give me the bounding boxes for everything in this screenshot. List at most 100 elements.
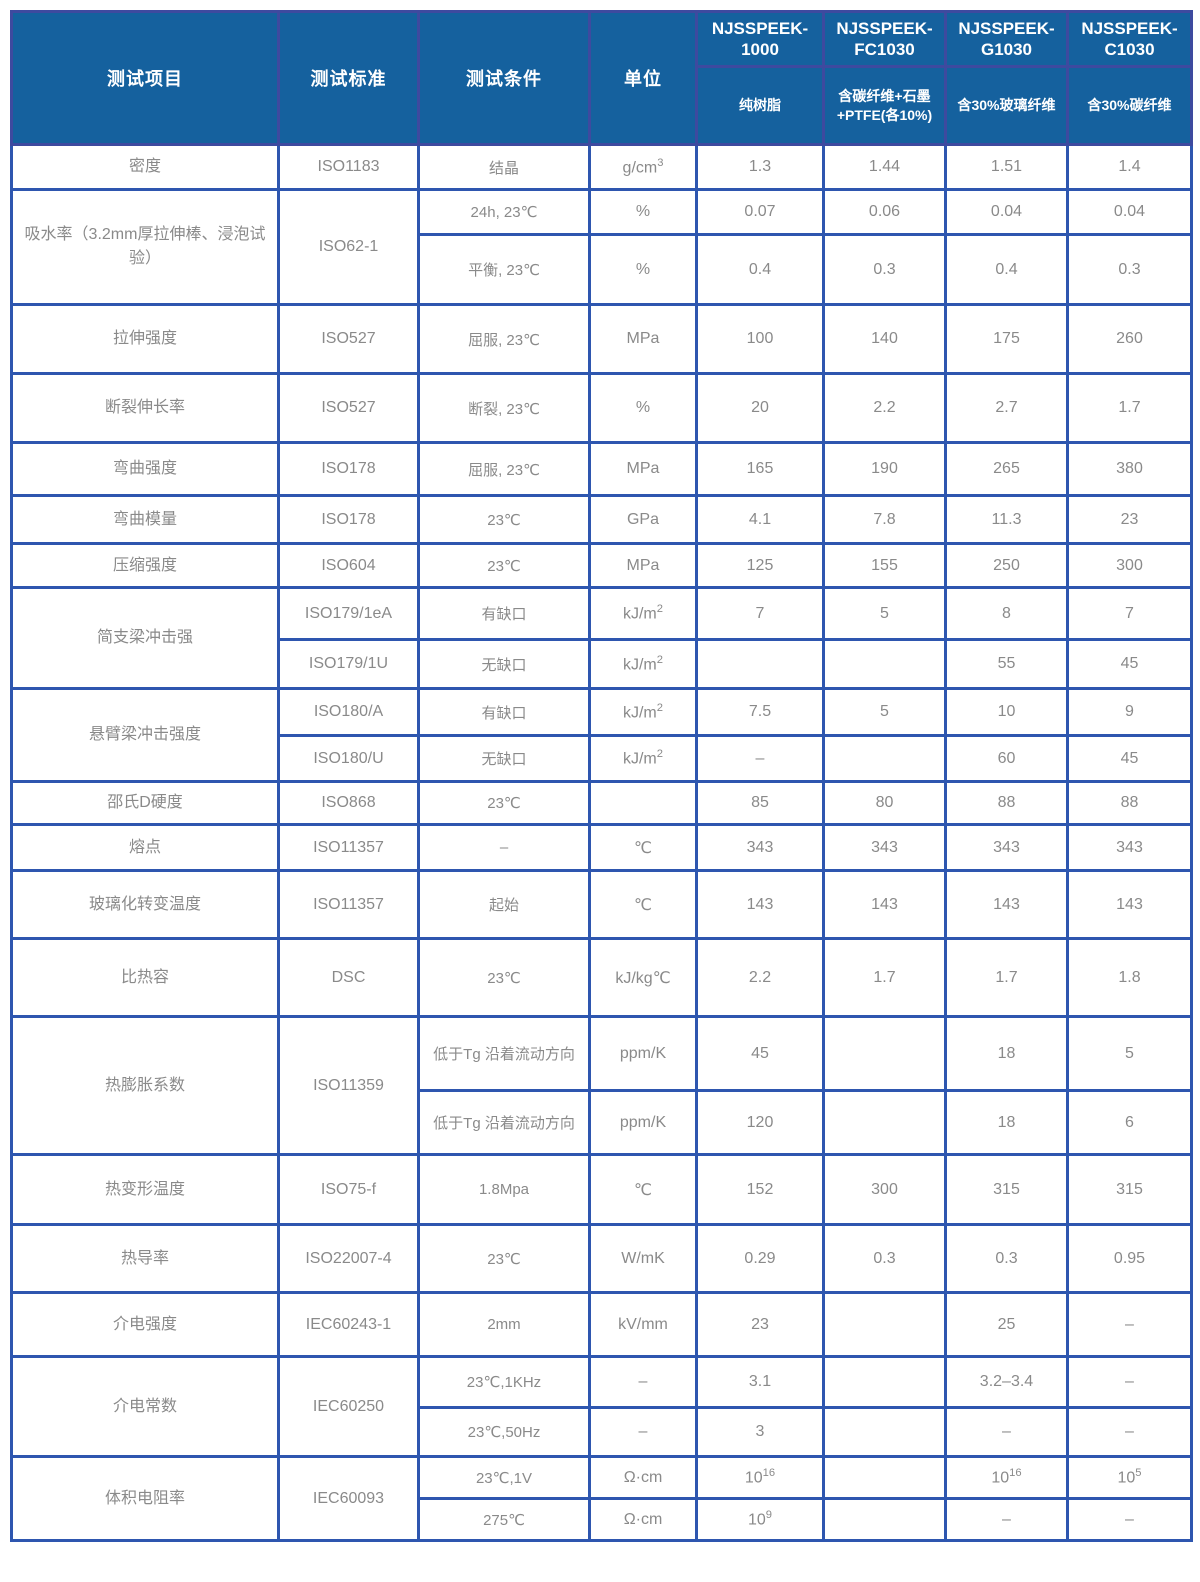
table-row: 吸水率（3.2mm厚拉伸棒、浸泡试验） ISO62-1 24h, 23℃ % 0… [10,188,1193,306]
value-cell: 3.2–3.4 [944,1355,1069,1409]
value-cell: 88 [1066,780,1193,826]
value-cell: 0.07 [695,188,825,236]
value-cell [822,734,947,783]
value-cell: – [695,734,825,783]
table-row: 275℃ Ω·cm 109 – – [12,1497,1193,1542]
condition-cell: 23℃ [417,542,591,589]
value-cell: 5 [822,586,947,641]
value-cell: 343 [1066,823,1193,872]
condition-cell: 屈服, 23℃ [417,303,591,375]
value-cell: 140 [822,303,947,375]
value-cell: 0.06 [822,188,947,236]
value-cell: 105 [1066,1455,1193,1500]
row-label: 吸水率（3.2mm厚拉伸棒、浸泡试验） [10,188,280,306]
row-label: 热导率 [10,1223,280,1294]
value-cell: 155 [822,542,947,589]
standard-cell: ISO11357 [277,823,420,872]
value-cell: 120 [695,1089,825,1156]
value-cell: 7.8 [822,494,947,545]
value-cell: 0.3 [944,1223,1069,1294]
value-cell: 0.3 [1066,233,1193,306]
row-label: 介电常数 [10,1355,280,1458]
standard-cell: ISO178 [277,441,420,497]
unit-cell: GPa [588,494,698,545]
unit-cell: kV/mm [588,1291,698,1358]
standard-cell: IEC60093 [277,1455,420,1542]
value-cell: 3 [695,1406,825,1458]
condition-cell: 1.8Mpa [417,1153,591,1226]
table-row: 体积电阻率 IEC60093 23℃,1V Ω·cm 1016 1016 105 [10,1455,1193,1542]
value-cell [822,1406,947,1458]
row-label: 热变形温度 [10,1153,280,1226]
row-label: 比热容 [10,937,280,1018]
value-cell: 60 [944,734,1069,783]
table-row: 简支梁冲击强 ISO179/1eA 有缺口 kJ/m2 7 5 8 7 [10,586,1193,690]
value-cell: 1.51 [944,143,1069,191]
unit-cell: ℃ [588,823,698,872]
value-cell: 45 [695,1015,825,1092]
standard-cell: ISO1183 [277,143,420,191]
standard-cell: IEC60250 [277,1355,420,1458]
condition-cell: 24h, 23℃ [417,188,591,236]
value-cell: 0.4 [944,233,1069,306]
value-cell: 260 [1066,303,1193,375]
standard-cell: ISO180/U [277,734,420,783]
unit-cell: – [588,1406,698,1458]
value-cell: 175 [944,303,1069,375]
value-cell: – [1066,1355,1193,1409]
value-cell: 1.44 [822,143,947,191]
table-row: 比热容 DSC 23℃ kJ/kg℃ 2.2 1.7 1.7 1.8 [10,937,1193,1018]
value-cell: 10 [944,687,1069,737]
value-cell: 1.7 [822,937,947,1018]
unit-cell: Ω·cm [588,1497,698,1542]
unit-cell: MPa [588,303,698,375]
value-cell: 190 [822,441,947,497]
standard-cell: ISO180/A [277,687,420,737]
unit-cell: – [588,1355,698,1409]
unit-cell: kJ/kg℃ [588,937,698,1018]
product-desc-cf-graphite-ptfe: 含碳纤维+石墨 +PTFE(各10%) [822,65,947,146]
value-cell: 2.2 [822,372,947,444]
table-row: 密度 ISO1183 结晶 g/cm3 1.3 1.44 1.51 1.4 [10,143,1193,191]
row-label: 弯曲模量 [10,494,280,545]
value-cell [822,638,947,690]
table-row: 弯曲强度 ISO178 屈服, 23℃ MPa 165 190 265 380 [10,441,1193,497]
standard-cell: ISO22007-4 [277,1223,420,1294]
value-cell: 143 [695,869,825,940]
value-cell: 1.7 [1066,372,1193,444]
table-row: 介电常数 IEC60250 23℃,1KHz – 3.1 3.2–3.4 – [10,1355,1193,1458]
value-cell: 7 [1066,586,1193,641]
unit-cell: kJ/m2 [588,586,698,641]
value-cell: 5 [822,687,947,737]
value-cell: 18 [944,1089,1069,1156]
value-cell: 23 [695,1291,825,1358]
unit-cell: kJ/m2 [588,687,698,737]
value-cell: – [1066,1291,1193,1358]
material-properties-table: 测试项目 测试标准 测试条件 单位 NJSSPEEK- 1000 NJSSPEE… [10,10,1193,1542]
value-cell: 0.95 [1066,1223,1193,1294]
standard-cell: ISO527 [277,372,420,444]
value-cell: 300 [822,1153,947,1226]
row-label: 弯曲强度 [10,441,280,497]
value-cell: 85 [695,780,825,826]
header-row-descriptions: 纯树脂 含碳纤维+石墨 +PTFE(各10%) 含30%玻璃纤维 含30%碳纤维 [12,65,1193,146]
value-cell: 125 [695,542,825,589]
condition-cell: 2mm [417,1291,591,1358]
condition-cell: 平衡, 23℃ [417,233,591,306]
condition-cell: 23℃ [417,494,591,545]
row-label: 拉伸强度 [10,303,280,375]
value-cell: 55 [944,638,1069,690]
standard-cell: ISO179/1U [277,638,420,690]
value-cell: 100 [695,303,825,375]
unit-cell: % [588,188,698,236]
value-cell [822,1455,947,1500]
table-row: 23℃,50Hz – 3 – – [12,1406,1193,1458]
row-label: 玻璃化转变温度 [10,869,280,940]
value-cell: 80 [822,780,947,826]
condition-cell: 屈服, 23℃ [417,441,591,497]
col-header-test-condition: 测试条件 [417,10,591,146]
table-row: 拉伸强度 ISO527 屈服, 23℃ MPa 100 140 175 260 [10,303,1193,375]
condition-cell: 无缺口 [417,638,591,690]
standard-cell: ISO75-f [277,1153,420,1226]
table-row: 热膨胀系数 ISO11359 低于Tg 沿着流动方向 ppm/K 45 18 5 [10,1015,1193,1156]
